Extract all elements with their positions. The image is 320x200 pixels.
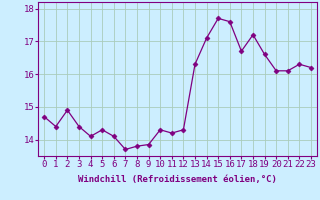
X-axis label: Windchill (Refroidissement éolien,°C): Windchill (Refroidissement éolien,°C)	[78, 175, 277, 184]
